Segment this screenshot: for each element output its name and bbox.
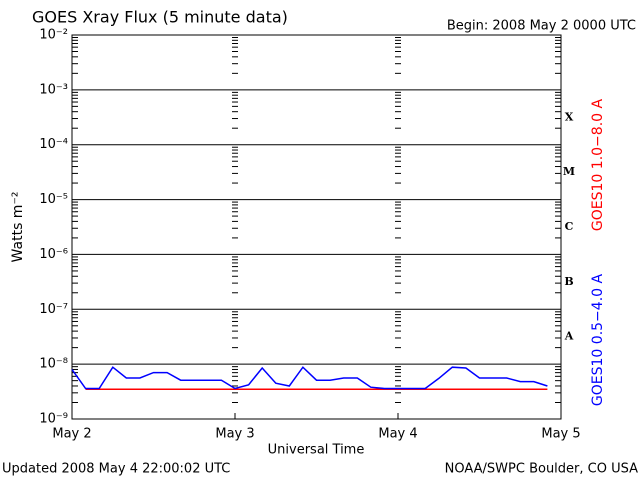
- flare-class-label: X: [565, 110, 574, 123]
- y-tick-label: 10⁻⁸: [39, 357, 68, 372]
- y-axis-label: Watts m⁻²: [10, 192, 26, 263]
- flare-class-label: C: [565, 220, 574, 233]
- y-tick-label: 10⁻³: [39, 82, 68, 97]
- x-tick-label: May 4: [378, 427, 417, 442]
- x-tick-label: May 2: [52, 427, 91, 442]
- x-tick-label: May 5: [541, 427, 580, 442]
- x-axis-label: Universal Time: [268, 443, 365, 458]
- y-tick-label: 10⁻⁴: [39, 137, 68, 152]
- plot-frame: [71, 34, 562, 420]
- series-line: [71, 366, 548, 390]
- y-tick-label: 10⁻²: [39, 28, 68, 43]
- begin-label: Begin: 2008 May 2 0000 UTC: [447, 19, 636, 34]
- x-tick-label: May 3: [215, 427, 254, 442]
- flare-class-label: M: [563, 165, 575, 178]
- y-tick-label: 10⁻⁹: [39, 412, 68, 427]
- flare-class-label: B: [564, 275, 573, 288]
- chart-title: GOES Xray Flux (5 minute data): [32, 8, 288, 27]
- y-tick-label: 10⁻⁵: [39, 192, 68, 207]
- footer-left: Updated 2008 May 4 22:00:02 UTC: [2, 462, 230, 477]
- flare-class-label: A: [564, 330, 574, 343]
- y-tick-label: 10⁻⁶: [39, 247, 68, 262]
- y-tick-label: 10⁻⁷: [39, 302, 68, 317]
- legend-label: GOES10 0.5−4.0 A: [590, 274, 606, 407]
- footer-right: NOAA/SWPC Boulder, CO USA: [445, 462, 638, 477]
- legend-label: GOES10 1.0−8.0 A: [590, 99, 606, 232]
